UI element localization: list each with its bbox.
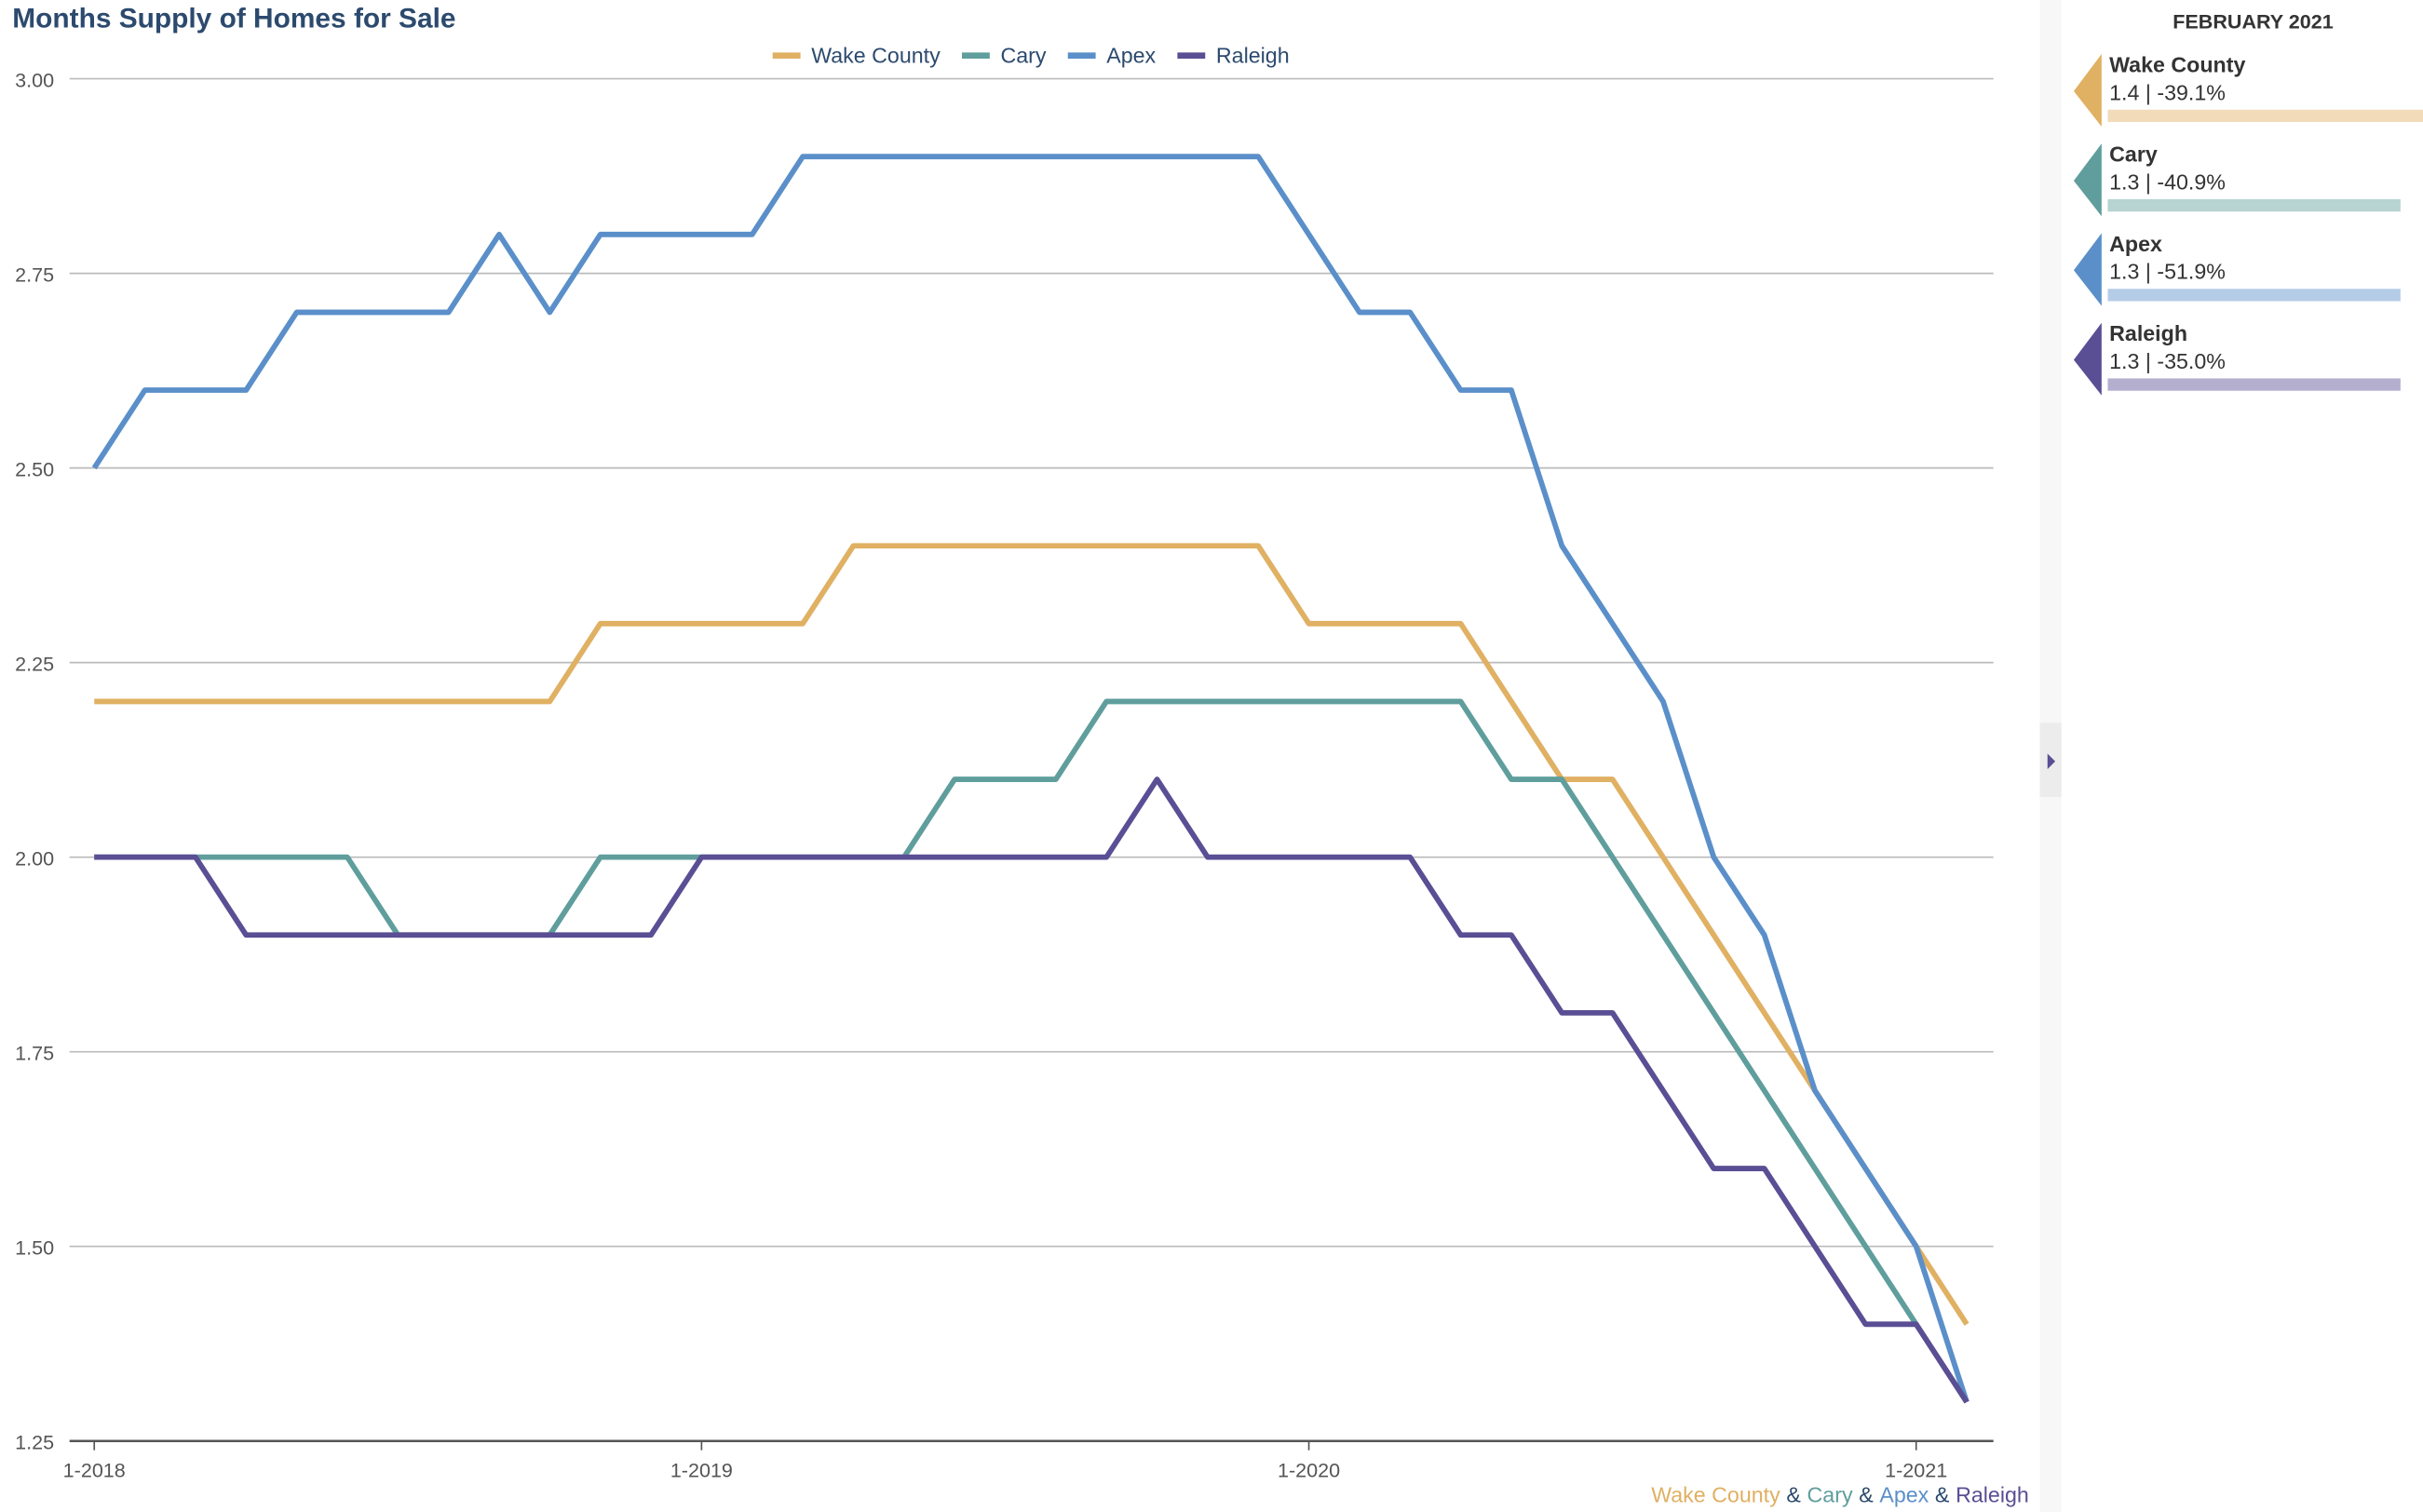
footer-joiner: & [1935, 1483, 1950, 1507]
sidebar-bar [2107, 289, 2401, 302]
sidebar-title: FEBRUARY 2021 [2173, 10, 2333, 34]
sidebar-pointer [2073, 322, 2102, 396]
y-tick-label: 2.75 [15, 263, 54, 287]
footer-name: Cary [1807, 1483, 1853, 1507]
footer-joiner: & [1859, 1483, 1874, 1507]
y-tick-label: 1.50 [15, 1236, 54, 1260]
sidebar-bar [2107, 109, 2423, 123]
footer-joiner: & [1786, 1483, 1801, 1507]
footer-name: Raleigh [1956, 1483, 2029, 1507]
legend-label: Raleigh [1216, 44, 1290, 68]
legend-label: Wake County [811, 44, 941, 68]
sidebar-pointer [2073, 143, 2102, 217]
footer-name: Wake County [1651, 1483, 1780, 1507]
legend: Wake County Cary Apex Raleigh [772, 44, 1290, 68]
y-tick-label: 3.00 [15, 69, 54, 92]
toggle-arrow[interactable] [2047, 753, 2056, 770]
series-line [94, 776, 1970, 1404]
sidebar-value: 1.4 | -39.1% [2109, 80, 2226, 104]
x-tick-label: 1-2018 [63, 1459, 126, 1482]
y-tick-label: 2.50 [15, 458, 54, 481]
footer-series: Wake County & Cary & Apex & Raleigh [1651, 1483, 2029, 1507]
sidebar-value: 1.3 | -35.0% [2109, 349, 2226, 373]
series-line [91, 154, 1970, 1403]
y-tick-label: 1.25 [15, 1431, 54, 1454]
x-tick-label: 1-2020 [1278, 1459, 1340, 1482]
sidebar-pointer [2073, 54, 2102, 128]
x-tick-label: 1-2019 [670, 1459, 733, 1482]
sidebar-name: Apex [2109, 232, 2162, 256]
legend-label: Apex [1106, 44, 1156, 68]
sidebar-value: 1.3 | -40.9% [2109, 170, 2226, 195]
series-line [94, 543, 1970, 1326]
sidebar-bar [2107, 378, 2401, 391]
y-tick-label: 2.25 [15, 653, 54, 676]
x-tick-label: 1-2021 [1885, 1459, 1947, 1482]
sidebar-value: 1.3 | -51.9% [2109, 260, 2226, 284]
y-tick-label: 2.00 [15, 847, 54, 871]
sidebar-name: Cary [2109, 142, 2158, 167]
sidebar-name: Raleigh [2109, 321, 2187, 345]
chart-title: Months Supply of Homes for Sale [12, 3, 455, 34]
footer-name: Apex [1879, 1483, 1929, 1507]
sidebar-name: Wake County [2109, 52, 2245, 76]
sidebar-bar [2107, 198, 2401, 212]
sidebar-pointer [2073, 233, 2102, 306]
y-tick-label: 1.75 [15, 1042, 54, 1065]
legend-label: Cary [1000, 44, 1046, 68]
